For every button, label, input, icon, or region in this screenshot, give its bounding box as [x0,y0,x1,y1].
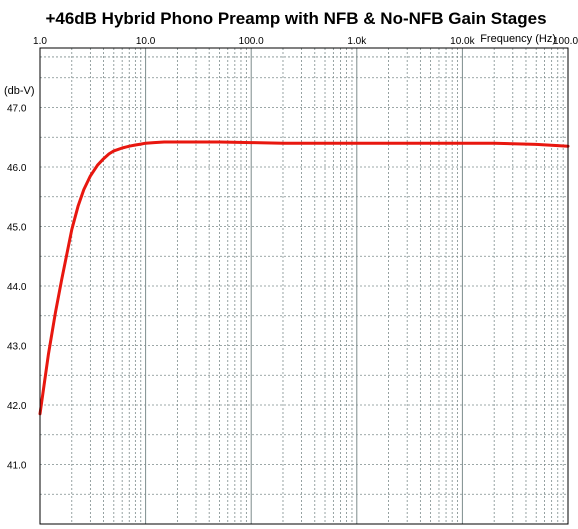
x-axis-label: Frequency (Hz) [480,33,556,45]
plot-frame [39,47,569,525]
x-tick-label: 1.0 [33,36,47,47]
x-tick-label: 100.0 [239,36,264,47]
y-tick-label: 44.0 [7,282,27,293]
y-axis-label: (db-V) [4,85,35,97]
chart-title: +46dB Hybrid Phono Preamp with NFB & No-… [45,9,546,28]
x-tick-label: 10.0 [136,36,156,47]
y-tick-label: 41.0 [7,461,27,472]
grid [39,48,568,524]
x-tick-label: 10.0k [450,36,475,47]
y-tick-label: 46.0 [7,163,27,174]
y-tick-label: 42.0 [7,401,27,412]
y-tick-label: 45.0 [7,223,27,234]
response-curve [38,140,570,416]
y-tick-label: 47.0 [7,104,27,115]
tick-labels: 1.0 10.0 100.0 1.0k 10.0k 100.0k 41.0 42.0 43.0 4… [7,36,578,472]
x-tick-label: 100.0k [553,36,578,47]
y-tick-label: 43.0 [7,342,27,353]
x-tick-label: 1.0k [347,36,367,47]
series-layer [38,140,570,416]
